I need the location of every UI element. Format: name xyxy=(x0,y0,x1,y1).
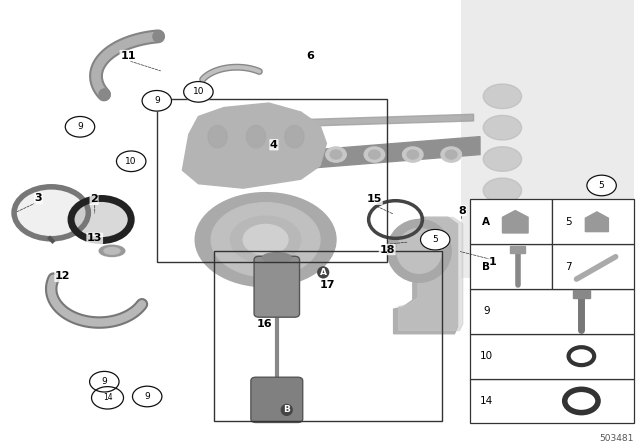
Text: 4: 4 xyxy=(270,140,278,150)
Circle shape xyxy=(572,395,590,407)
Circle shape xyxy=(92,387,124,409)
Text: 13: 13 xyxy=(87,233,102,243)
Bar xyxy=(552,199,634,244)
Bar xyxy=(470,379,634,423)
Text: B: B xyxy=(284,405,290,414)
Text: 503481: 503481 xyxy=(599,434,634,443)
Text: 14: 14 xyxy=(102,393,113,402)
Ellipse shape xyxy=(285,125,304,148)
Ellipse shape xyxy=(483,84,522,109)
Text: 9: 9 xyxy=(154,96,159,105)
Ellipse shape xyxy=(99,246,125,256)
Text: 10: 10 xyxy=(125,157,137,166)
Polygon shape xyxy=(399,217,463,331)
Polygon shape xyxy=(256,114,474,128)
Ellipse shape xyxy=(490,119,515,136)
Text: 15: 15 xyxy=(367,194,382,204)
Ellipse shape xyxy=(364,147,385,162)
FancyBboxPatch shape xyxy=(254,256,300,317)
Text: 18: 18 xyxy=(380,245,395,254)
Circle shape xyxy=(420,229,450,250)
Bar xyxy=(470,244,552,289)
Circle shape xyxy=(65,116,95,137)
Bar xyxy=(470,199,552,244)
Text: 3: 3 xyxy=(35,194,42,203)
Ellipse shape xyxy=(292,150,303,159)
Text: 5: 5 xyxy=(599,181,604,190)
Text: 5: 5 xyxy=(564,217,572,227)
Ellipse shape xyxy=(195,193,336,287)
Text: 9: 9 xyxy=(145,392,150,401)
Polygon shape xyxy=(182,103,326,188)
FancyBboxPatch shape xyxy=(251,377,303,422)
Ellipse shape xyxy=(490,151,515,168)
Bar xyxy=(214,251,442,421)
Text: 9: 9 xyxy=(483,306,490,316)
Bar xyxy=(461,0,634,278)
Ellipse shape xyxy=(330,150,342,159)
Ellipse shape xyxy=(262,253,291,263)
Text: 9: 9 xyxy=(102,377,107,386)
Text: 5: 5 xyxy=(433,235,438,244)
Polygon shape xyxy=(586,212,609,232)
Text: 10: 10 xyxy=(480,351,493,361)
Circle shape xyxy=(587,175,616,196)
Ellipse shape xyxy=(407,150,419,159)
Ellipse shape xyxy=(490,88,515,105)
Ellipse shape xyxy=(369,150,380,159)
Ellipse shape xyxy=(208,125,227,148)
Circle shape xyxy=(71,198,131,241)
Text: 12: 12 xyxy=(55,271,70,281)
Bar xyxy=(510,246,525,253)
Ellipse shape xyxy=(483,147,522,171)
Ellipse shape xyxy=(483,178,522,203)
Bar xyxy=(157,99,387,262)
Ellipse shape xyxy=(387,220,451,282)
Bar xyxy=(573,290,589,298)
Ellipse shape xyxy=(397,228,442,273)
Ellipse shape xyxy=(230,216,301,263)
Ellipse shape xyxy=(104,247,120,254)
Circle shape xyxy=(116,151,146,172)
Ellipse shape xyxy=(441,147,461,162)
Text: 7: 7 xyxy=(564,262,572,271)
Text: 17: 17 xyxy=(320,280,335,290)
Text: A: A xyxy=(483,217,490,227)
Circle shape xyxy=(132,386,162,407)
Text: B: B xyxy=(483,262,490,271)
Circle shape xyxy=(142,90,172,111)
Bar xyxy=(552,244,634,289)
Ellipse shape xyxy=(490,182,515,199)
Polygon shape xyxy=(394,217,458,334)
Ellipse shape xyxy=(483,212,522,237)
Circle shape xyxy=(14,187,88,239)
Ellipse shape xyxy=(483,116,522,140)
Circle shape xyxy=(184,82,213,102)
Ellipse shape xyxy=(326,147,346,162)
Text: 9: 9 xyxy=(77,122,83,131)
Ellipse shape xyxy=(287,147,308,162)
Ellipse shape xyxy=(243,224,288,255)
Text: 14: 14 xyxy=(480,396,493,406)
Text: 1: 1 xyxy=(489,257,497,267)
Circle shape xyxy=(575,352,588,361)
Ellipse shape xyxy=(246,125,266,148)
Text: 16: 16 xyxy=(257,319,273,329)
Ellipse shape xyxy=(403,147,423,162)
Text: A: A xyxy=(320,268,326,277)
Text: 10: 10 xyxy=(193,87,204,96)
Ellipse shape xyxy=(445,150,457,159)
Bar xyxy=(470,289,634,334)
Polygon shape xyxy=(256,137,480,172)
Ellipse shape xyxy=(211,202,320,276)
Ellipse shape xyxy=(490,215,515,233)
Circle shape xyxy=(90,371,119,392)
Text: 6: 6 xyxy=(307,51,314,61)
Text: 2: 2 xyxy=(90,194,98,204)
Text: 8: 8 xyxy=(458,206,466,215)
Text: 11: 11 xyxy=(120,51,136,60)
Polygon shape xyxy=(502,211,528,233)
Bar xyxy=(470,334,634,379)
